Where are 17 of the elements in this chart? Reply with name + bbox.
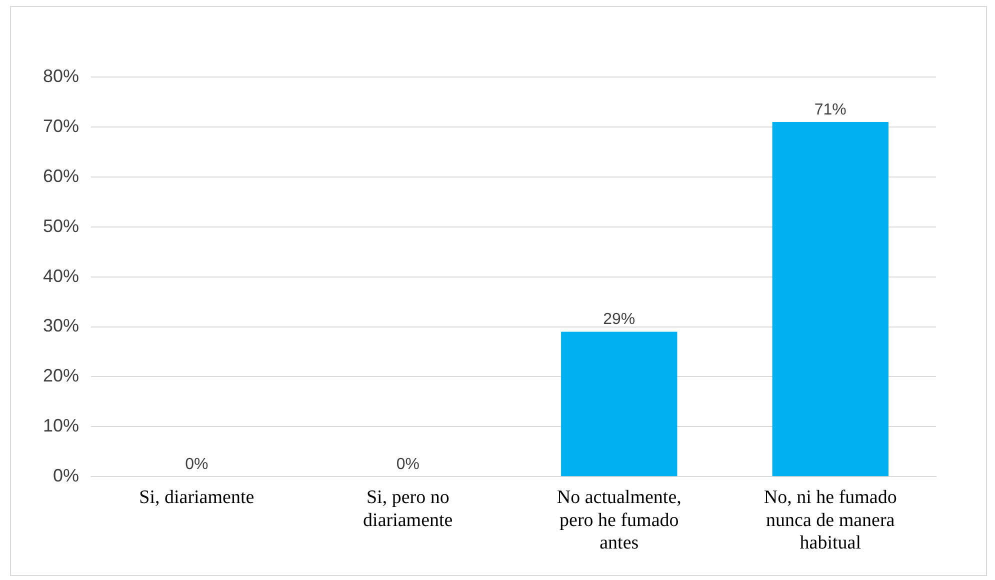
y-tick-label: 60% <box>42 166 80 186</box>
x-tick-label: Si, pero no diariamente <box>363 486 453 531</box>
y-tick-label: 10% <box>42 416 80 436</box>
y-tick-label: 40% <box>42 266 80 286</box>
y-tick-label: 20% <box>42 366 80 386</box>
x-tick-label: No, ni he fumado nunca de manera habitual <box>764 486 897 554</box>
x-tick-label: Si, diariamente <box>139 486 254 508</box>
y-tick-label: 0% <box>53 466 80 486</box>
data-label: 29% <box>603 311 636 328</box>
data-label: 0% <box>185 456 208 474</box>
y-tick-label: 80% <box>42 66 80 86</box>
y-tick-label: 30% <box>42 316 80 336</box>
data-label: 0% <box>396 456 420 474</box>
y-tick-label: 70% <box>42 116 80 136</box>
data-label: 71% <box>814 101 846 118</box>
y-tick-label: 50% <box>42 216 80 236</box>
x-tick-label: No actualmente, pero he fumado antes <box>556 486 682 554</box>
